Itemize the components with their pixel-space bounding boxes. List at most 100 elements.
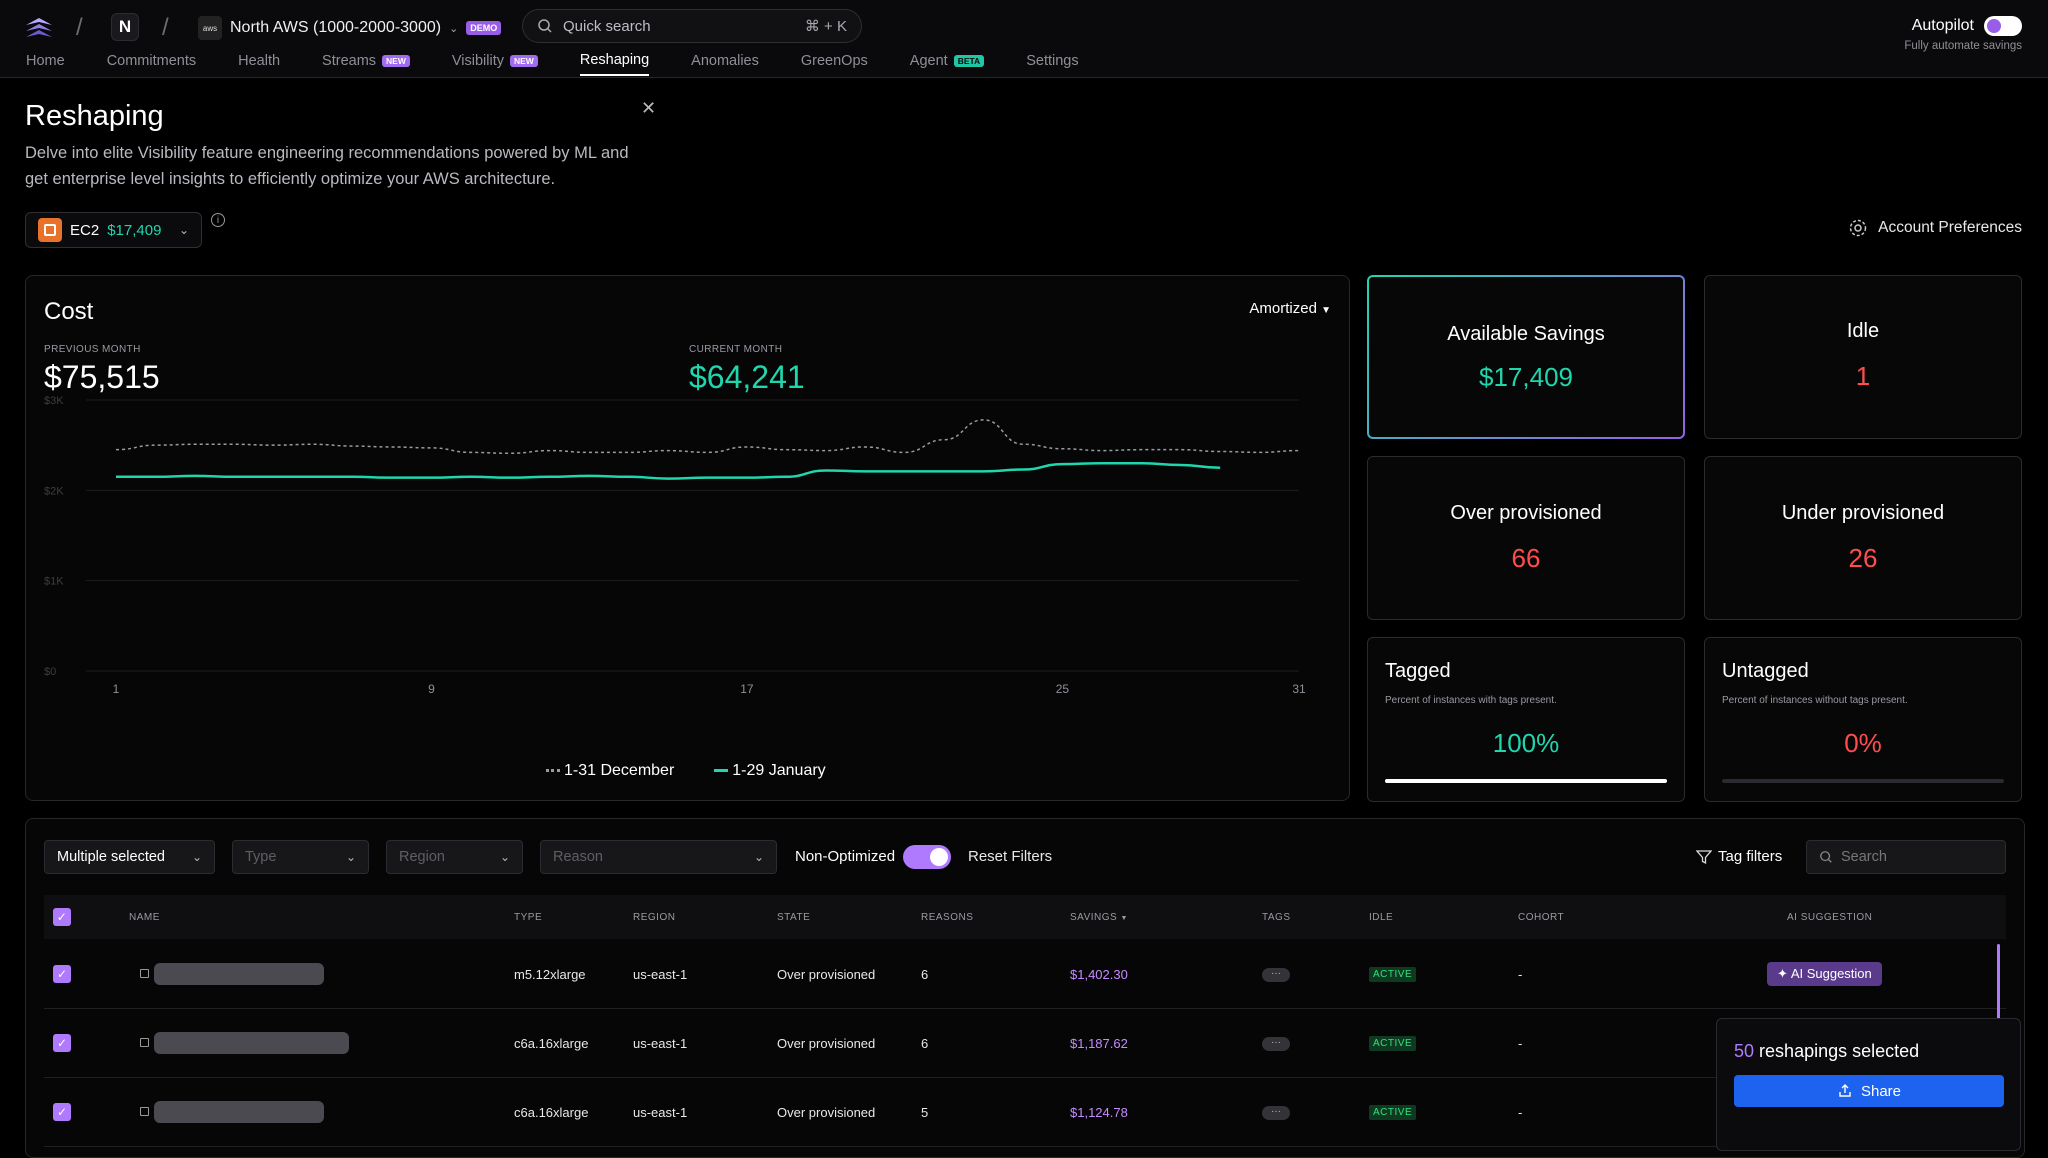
tab-anomalies[interactable]: Anomalies — [691, 53, 759, 69]
caret-down-icon: ▼ — [1120, 915, 1128, 922]
idle-value: 1 — [1855, 361, 1871, 391]
tags-pill[interactable]: ··· — [1262, 1037, 1290, 1051]
cell-cohort: - — [1518, 1036, 1523, 1051]
x-tick-label: 25 — [1056, 682, 1070, 696]
tab-reshaping[interactable]: Reshaping — [579, 52, 650, 76]
under-provisioned-card[interactable]: Under provisioned 26 — [1704, 456, 2022, 620]
header-idle[interactable]: IDLE — [1369, 912, 1394, 923]
ai-suggestion-button[interactable]: ✦ AI Suggestion — [1767, 962, 1882, 986]
top-bar: / N / aws North AWS (1000-2000-3000) ⌄ D… — [0, 0, 2048, 78]
cell-cohort: - — [1518, 1105, 1523, 1120]
header-ai-suggestion[interactable]: AI SUGGESTION — [1787, 912, 1873, 923]
reset-filters-button[interactable]: Reset Filters — [968, 848, 1053, 865]
cell-reasons: 6 — [921, 967, 929, 982]
sparkle-icon: ✦ — [1777, 966, 1788, 981]
tagged-progress-bar — [1385, 779, 1667, 783]
tagged-description: Percent of instances with tags present. — [1385, 695, 1557, 706]
tab-streams[interactable]: Streams NEW — [322, 52, 410, 76]
account-filter-select[interactable]: Multiple selected ⌄ — [44, 840, 215, 874]
page-description: Delve into elite Visibility feature engi… — [25, 144, 629, 188]
cell-type: c6a.16xlarge — [514, 1036, 589, 1051]
legend-item-january[interactable]: 1-29 January — [714, 762, 826, 780]
tab-settings[interactable]: Settings — [1026, 53, 1079, 69]
x-tick-label: 1 — [113, 682, 120, 696]
tab-home[interactable]: Home — [26, 53, 65, 69]
tag-filters-button[interactable]: Tag filters — [1696, 848, 1782, 865]
service-name: EC2 — [70, 221, 100, 239]
main-nav: Home Commitments Health Streams NEW Visib… — [26, 52, 1121, 76]
autopilot: Autopilot Fully automate savings — [1904, 16, 2022, 52]
header-region[interactable]: REGION — [633, 912, 676, 923]
non-optimized-toggle[interactable] — [903, 845, 951, 869]
untagged-card[interactable]: Untagged Percent of instances without ta… — [1704, 637, 2022, 802]
copy-icon[interactable] — [140, 1038, 149, 1047]
copy-icon[interactable] — [140, 969, 149, 978]
tab-commitments[interactable]: Commitments — [106, 53, 197, 69]
table-row[interactable]: ✓ m5.12xlarge us-east-1 Over provisioned… — [44, 940, 2006, 1009]
tags-pill[interactable]: ··· — [1262, 1106, 1290, 1120]
filter-icon — [1696, 849, 1712, 864]
type-filter-select[interactable]: Type ⌄ — [232, 840, 369, 874]
cell-reasons: 5 — [921, 1105, 929, 1120]
autopilot-title: Autopilot — [1911, 17, 1974, 34]
workspace-avatar[interactable]: N — [111, 13, 139, 41]
chevron-down-icon: ⌄ — [191, 850, 202, 864]
row-checkbox[interactable]: ✓ — [53, 1034, 71, 1052]
chevron-down-icon: ⌄ — [345, 850, 356, 864]
region-filter-select[interactable]: Region ⌄ — [386, 840, 523, 874]
cell-reasons: 6 — [921, 1036, 929, 1051]
idle-status-badge: ACTIVE — [1369, 1105, 1417, 1120]
search-icon — [1820, 851, 1832, 863]
header-name[interactable]: NAME — [129, 912, 160, 923]
cell-savings: $1,187.62 — [1070, 1036, 1128, 1051]
table-scrollbar[interactable] — [1997, 944, 2000, 1019]
table-row[interactable]: ✓ c6a.16xlarge us-east-1 Over provisione… — [44, 1009, 2006, 1078]
select-all-checkbox[interactable]: ✓ — [53, 908, 71, 926]
header-tags[interactable]: TAGS — [1262, 912, 1291, 923]
info-icon[interactable]: i — [211, 213, 225, 227]
current-month-value: $64,241 — [689, 359, 805, 395]
untagged-value: 0% — [1844, 728, 1882, 758]
quick-search-input[interactable]: Quick search ⌘ + K — [522, 9, 862, 43]
row-checkbox[interactable]: ✓ — [53, 1103, 71, 1121]
row-checkbox[interactable]: ✓ — [53, 965, 71, 983]
idle-card[interactable]: Idle 1 — [1704, 275, 2022, 439]
share-button[interactable]: Share — [1734, 1075, 2004, 1107]
table-row[interactable]: ✓ c6a.16xlarge us-east-1 Over provisione… — [44, 1078, 2006, 1147]
service-selector[interactable]: EC2 $17,409 ⌄ — [25, 212, 202, 248]
under-provisioned-title: Under provisioned — [1781, 502, 1945, 524]
header-type[interactable]: TYPE — [514, 912, 543, 923]
header-reasons[interactable]: REASONS — [921, 912, 974, 923]
over-provisioned-card[interactable]: Over provisioned 66 — [1367, 456, 1685, 620]
cell-cohort: - — [1518, 967, 1523, 982]
table-search-input[interactable]: Search — [1806, 840, 2006, 874]
tags-pill[interactable]: ··· — [1262, 968, 1290, 982]
copy-icon[interactable] — [140, 1107, 149, 1116]
cell-region: us-east-1 — [633, 1105, 688, 1120]
reason-filter-select[interactable]: Reason ⌄ — [540, 840, 777, 874]
tab-health[interactable]: Health — [238, 53, 281, 69]
amortized-dropdown[interactable]: Amortized ▼ — [1249, 300, 1331, 317]
idle-title: Idle — [1846, 320, 1880, 342]
dashed-swatch — [546, 769, 560, 773]
account-preferences-button[interactable]: Account Preferences — [1848, 218, 2022, 238]
header-savings[interactable]: SAVINGS ▼ — [1070, 912, 1128, 923]
app-logo-icon[interactable] — [24, 16, 54, 38]
account-selector[interactable]: aws North AWS (1000-2000-3000) ⌄ DEMO — [198, 14, 502, 42]
autopilot-toggle[interactable] — [1984, 16, 2022, 36]
legend-item-december[interactable]: 1-31 December — [546, 762, 674, 780]
tagged-card[interactable]: Tagged Percent of instances with tags pr… — [1367, 637, 1685, 802]
untagged-progress-bar — [1722, 779, 2004, 783]
available-savings-card[interactable]: Available Savings $17,409 — [1367, 275, 1685, 439]
header-cohort[interactable]: COHORT — [1518, 912, 1565, 923]
tagged-progress-fill — [1385, 779, 1667, 783]
account-name: North AWS (1000-2000-3000) — [230, 19, 442, 36]
tab-greenops[interactable]: GreenOps — [800, 53, 868, 69]
ec2-icon — [38, 218, 62, 242]
non-optimized-label: Non-Optimized — [795, 848, 896, 865]
tab-visibility[interactable]: Visibility NEW — [452, 52, 538, 76]
cell-type: c6a.16xlarge — [514, 1105, 589, 1120]
tab-agent[interactable]: Agent BETA — [910, 52, 985, 76]
header-state[interactable]: STATE — [777, 912, 811, 923]
close-icon[interactable]: ✕ — [641, 98, 657, 118]
